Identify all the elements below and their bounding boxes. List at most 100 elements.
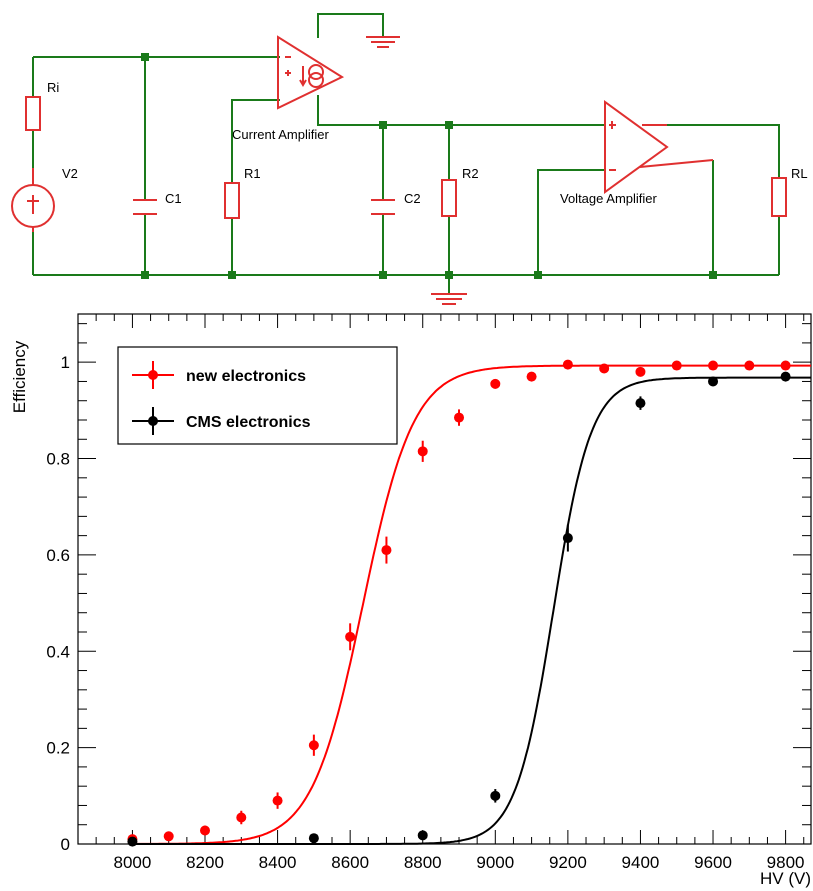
circuit-components: [11, 35, 787, 305]
y-tick-label: 0.8: [46, 450, 70, 469]
x-tick-label: 8600: [331, 853, 369, 872]
resistor-ri: [25, 96, 41, 131]
marker: [780, 371, 791, 382]
marker: [127, 836, 138, 847]
data-point-series-1: [780, 371, 791, 382]
data-point-series-0: [599, 363, 610, 374]
marker: [236, 812, 247, 823]
marker: [744, 360, 755, 371]
marker: [708, 376, 719, 387]
marker: [308, 740, 319, 751]
data-point-series-1: [490, 789, 501, 803]
x-axis-label: HV (V): [760, 869, 811, 888]
data-point-series-1: [635, 396, 646, 410]
efficiency-plot: 8000 8200 8400 8600 8800 9000 9200 9400 9600 9800…: [10, 313, 812, 888]
resistor-r1: [224, 182, 240, 219]
marker: [635, 398, 646, 409]
x-tick-label: 8000: [114, 853, 152, 872]
data-point-series-0: [526, 371, 537, 382]
plot-frame: [77, 313, 812, 845]
y-tick-labels: 0 0.2 0.4 0.6 0.8 1: [46, 353, 70, 854]
x-tick-labels: 8000 8200 8400 8600 8800 9000 9200 9400 9600 9800: [114, 853, 805, 872]
marker: [417, 446, 428, 457]
marker: [308, 833, 319, 844]
marker: [490, 378, 501, 389]
marker: [562, 359, 573, 370]
circuit-diagram: Ri V2 C1 R1 Current Amplifier C2 R2 Volt…: [11, 13, 808, 305]
data-point-series-0: [200, 825, 211, 836]
y-tick-label: 0.6: [46, 546, 70, 565]
data-points: [127, 359, 791, 847]
fit-curves: [132, 364, 811, 845]
circuit-nodes: [141, 53, 717, 279]
label-r2: R2: [462, 166, 479, 181]
x-tick-label: 9400: [622, 853, 660, 872]
marker: [635, 366, 646, 377]
data-point-series-0: [236, 810, 247, 825]
legend-entry-cms-electronics: CMS electronics: [132, 407, 311, 435]
circuit-wires: [32, 13, 780, 294]
resistor-rl: [771, 177, 787, 217]
y-axis-label: Efficiency: [10, 340, 29, 413]
data-point-series-0: [454, 409, 465, 426]
marker: [599, 363, 610, 374]
data-point-series-0: [308, 734, 319, 756]
data-point-series-0: [562, 359, 573, 370]
ground-bottom-icon: [431, 293, 467, 305]
marker: [708, 360, 719, 371]
marker: [454, 412, 465, 423]
marker: [526, 371, 537, 382]
fit-curve-series-1: [132, 376, 811, 845]
label-rl: RL: [791, 166, 808, 181]
data-point-series-0: [345, 623, 356, 651]
data-point-series-0: [708, 360, 719, 371]
axis-ticks: [78, 314, 811, 845]
x-tick-label: 8800: [404, 853, 442, 872]
legend: new electronics CMS electronics: [117, 346, 398, 445]
marker: [562, 533, 573, 544]
marker: [345, 631, 356, 642]
x-tick-label: 9800: [767, 853, 805, 872]
current-amplifier-symbol: [277, 35, 345, 110]
data-point-series-1: [708, 376, 719, 387]
capacitor-c2: [371, 199, 395, 215]
x-tick-label: 9600: [694, 853, 732, 872]
marker: [200, 825, 211, 836]
legend-box: [117, 346, 398, 445]
x-tick-label: 9200: [549, 853, 587, 872]
label-voltage-amplifier: Voltage Amplifier: [560, 191, 658, 206]
data-point-series-1: [562, 524, 573, 552]
y-tick-label: 0: [61, 835, 70, 854]
marker: [272, 795, 283, 806]
capacitor-c1: [133, 199, 157, 215]
data-point-series-0: [163, 831, 174, 842]
legend-label-cms-electronics: CMS electronics: [186, 414, 311, 431]
data-point-series-0: [744, 360, 755, 371]
marker: [671, 360, 682, 371]
data-point-series-0: [381, 536, 392, 564]
data-point-series-0: [671, 360, 682, 371]
label-c2: C2: [404, 191, 421, 206]
data-point-series-1: [127, 836, 138, 847]
data-point-series-0: [417, 440, 428, 462]
x-tick-label: 8400: [259, 853, 297, 872]
y-tick-label: 1: [61, 353, 70, 372]
legend-entry-new-electronics: new electronics: [132, 361, 306, 389]
y-tick-label: 0.4: [46, 642, 70, 661]
marker: [490, 790, 501, 801]
legend-label-new-electronics: new electronics: [186, 368, 306, 385]
data-point-series-0: [490, 378, 501, 389]
resistor-r2: [441, 179, 457, 217]
data-point-series-1: [417, 830, 428, 841]
data-point-series-0: [272, 792, 283, 809]
label-c1: C1: [165, 191, 182, 206]
x-tick-label: 8200: [186, 853, 224, 872]
ground-top-icon: [366, 36, 400, 48]
y-tick-label: 0.2: [46, 739, 70, 758]
voltage-source-v2: [11, 168, 55, 232]
data-point-series-1: [308, 833, 319, 844]
x-tick-label: 9000: [476, 853, 514, 872]
label-v2: V2: [62, 166, 78, 181]
voltage-amplifier-symbol: [604, 100, 714, 194]
label-r1: R1: [244, 166, 261, 181]
